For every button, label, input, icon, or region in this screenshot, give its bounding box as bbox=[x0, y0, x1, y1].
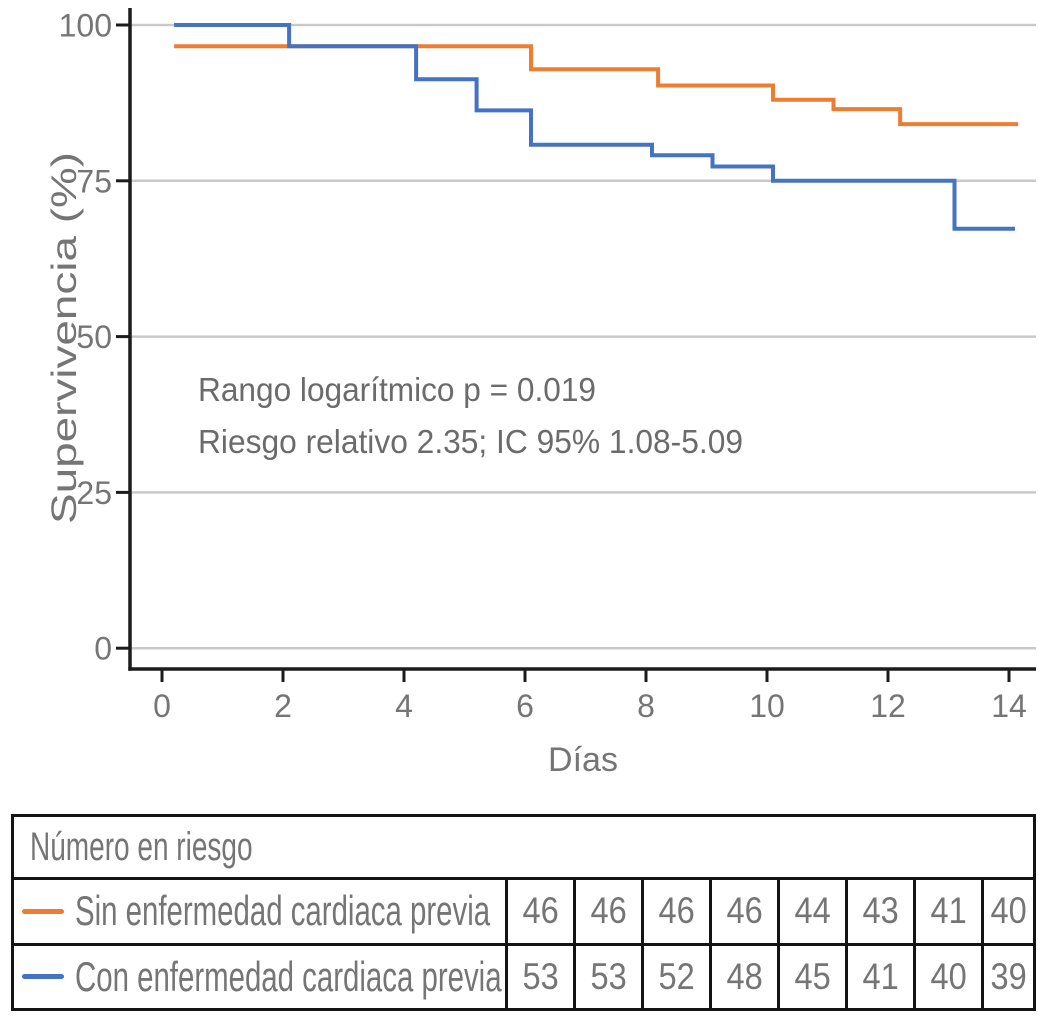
at-risk-count: 48 bbox=[726, 955, 763, 997]
at-risk-count: 53 bbox=[590, 955, 627, 997]
at-risk-count-cell: 43 bbox=[845, 880, 913, 943]
risk-table: Número en riesgo Sin enfermedad cardiaca… bbox=[11, 814, 1036, 1011]
at-risk-count-cell: 41 bbox=[913, 880, 981, 943]
at-risk-count-cell: 39 bbox=[981, 945, 1033, 1008]
at-risk-count: 39 bbox=[990, 955, 1027, 997]
at-risk-count: 46 bbox=[522, 890, 559, 932]
at-risk-count-cell: 46 bbox=[573, 880, 641, 943]
at-risk-count: 40 bbox=[990, 890, 1027, 932]
at-risk-count: 53 bbox=[522, 955, 559, 997]
at-risk-count: 46 bbox=[658, 890, 695, 932]
x-tick-label: 6 bbox=[516, 688, 534, 724]
series-label-cell: Sin enfermedad cardiaca previa bbox=[14, 880, 505, 943]
annotation-line: Rango logarítmico p = 0.019 bbox=[198, 371, 596, 408]
at-risk-count: 40 bbox=[930, 955, 967, 997]
at-risk-count-cell: 46 bbox=[709, 880, 777, 943]
x-tick-label: 14 bbox=[991, 688, 1027, 724]
at-risk-count: 45 bbox=[794, 955, 831, 997]
x-tick-label: 12 bbox=[870, 688, 906, 724]
kaplan-meier-plot: 0 25 50 75 100 0 2 4 6 8 10 12 14 Supervivencia (%) Dí… bbox=[45, 8, 1036, 779]
at-risk-count-cell: 44 bbox=[777, 880, 845, 943]
at-risk-count-cell: 53 bbox=[573, 945, 641, 1008]
at-risk-count-cell: 53 bbox=[505, 945, 573, 1008]
at-risk-count-cell: 40 bbox=[913, 945, 981, 1008]
series-label-cell: Con enfermedad cardiaca previa bbox=[14, 946, 505, 1009]
y-tick-label: 0 bbox=[94, 631, 112, 667]
at-risk-count: 41 bbox=[930, 890, 967, 932]
survival-chart: 0 25 50 75 100 0 2 4 6 8 10 12 14 Supervivencia (%) Dí… bbox=[45, 8, 1036, 779]
x-tick-label: 4 bbox=[395, 688, 413, 724]
at-risk-count-cell: 48 bbox=[709, 945, 777, 1008]
series-label: Sin enfermedad cardiaca previa bbox=[75, 887, 491, 935]
table-row: Sin enfermedad cardiaca previa 46 46 46 46 44… bbox=[14, 880, 1033, 946]
y-tick-label: 75 bbox=[76, 163, 112, 199]
at-risk-count-cell: 46 bbox=[641, 880, 709, 943]
risk-table-rows: Sin enfermedad cardiaca previa 46 46 46 46 44… bbox=[14, 880, 1033, 1008]
at-risk-count-cell: 41 bbox=[845, 945, 913, 1008]
series-label: Con enfermedad cardiaca previa bbox=[75, 952, 502, 1000]
at-risk-count-cell: 52 bbox=[641, 945, 709, 1008]
annotation-line: Riesgo relativo 2.35; IC 95% 1.08-5.09 bbox=[198, 423, 743, 460]
x-tick-label: 0 bbox=[153, 688, 171, 724]
risk-table-title: Número en riesgo bbox=[30, 824, 253, 869]
risk-table-header: Número en riesgo bbox=[14, 817, 1033, 880]
y-tick-label: 50 bbox=[76, 319, 112, 355]
y-axis-title: Supervivencia (%) bbox=[45, 152, 84, 524]
at-risk-count-cell: 40 bbox=[981, 880, 1033, 943]
table-row: Con enfermedad cardiaca previa 53 53 52 48 45… bbox=[14, 945, 1033, 1009]
x-axis-title: Días bbox=[548, 741, 618, 779]
y-tick-label: 100 bbox=[59, 8, 112, 44]
series-line-swatch-icon bbox=[22, 974, 64, 980]
at-risk-count: 46 bbox=[590, 890, 627, 932]
x-tick-label: 10 bbox=[749, 688, 785, 724]
x-tick-label: 8 bbox=[637, 688, 655, 724]
y-tick-label: 25 bbox=[76, 475, 112, 511]
at-risk-count: 44 bbox=[794, 890, 831, 932]
at-risk-count: 52 bbox=[658, 955, 695, 997]
at-risk-count: 43 bbox=[862, 890, 899, 932]
at-risk-count-cell: 45 bbox=[777, 945, 845, 1008]
x-tick-label: 2 bbox=[274, 688, 292, 724]
at-risk-count: 41 bbox=[862, 955, 899, 997]
at-risk-count-cell: 46 bbox=[505, 880, 573, 943]
series-line bbox=[174, 44, 1019, 127]
series-line bbox=[174, 23, 1015, 231]
series-line-swatch-icon bbox=[22, 908, 64, 914]
at-risk-count: 46 bbox=[726, 890, 763, 932]
